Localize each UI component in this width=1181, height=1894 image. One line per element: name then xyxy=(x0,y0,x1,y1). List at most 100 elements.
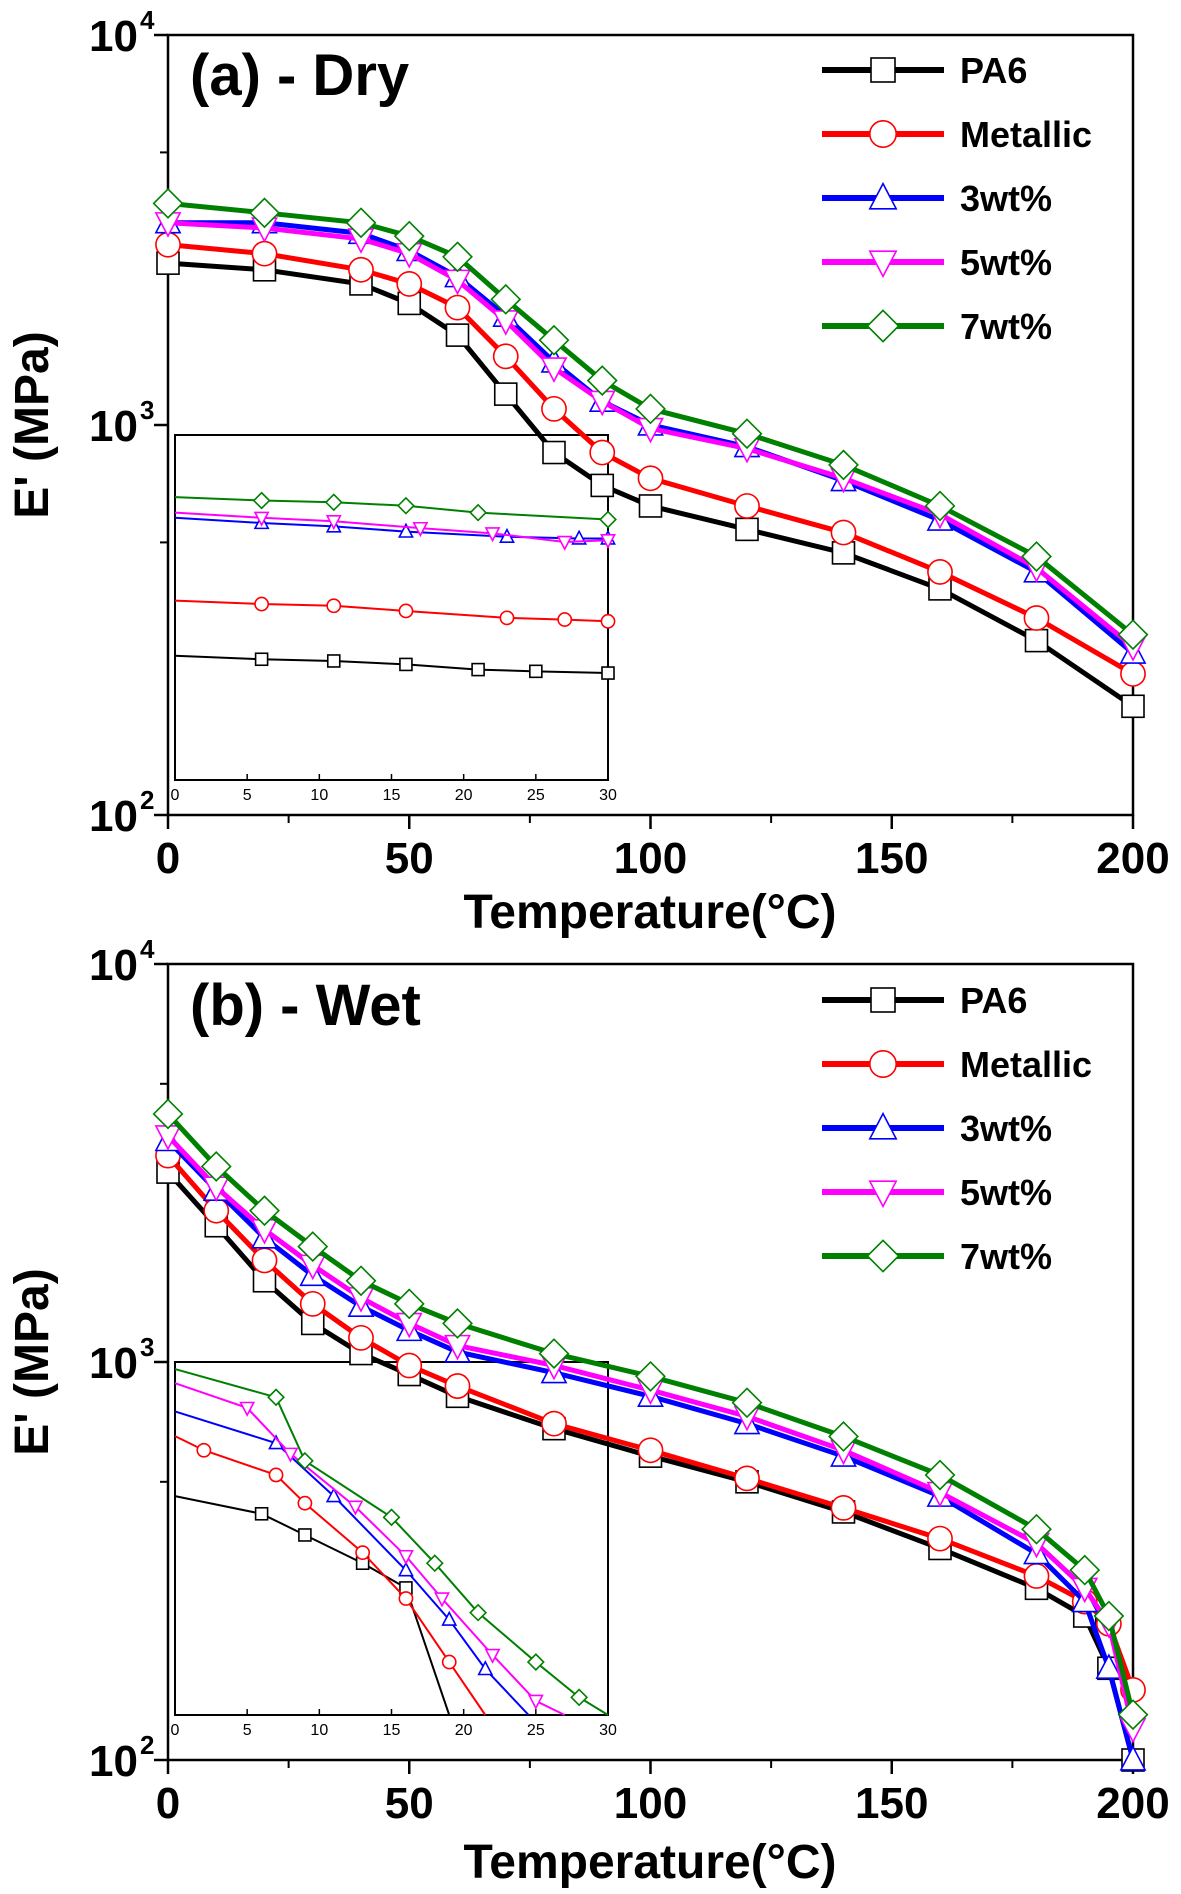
panel-a-data-point xyxy=(493,382,518,406)
panel-b-line-5wtpct xyxy=(166,1134,1136,1730)
panel-b-data-point xyxy=(297,1231,329,1262)
panel-a-data-point xyxy=(541,395,567,422)
panel-b-inset-point xyxy=(355,1545,371,1561)
panel-b-inset-point xyxy=(325,1487,342,1503)
panel-b-data-point xyxy=(249,1195,280,1227)
panel-b-legend-marker xyxy=(866,1239,900,1273)
panel-a-legend-label: PA6 xyxy=(960,50,1027,91)
panel-b-data-point xyxy=(200,1151,232,1182)
panel-a-inset-point xyxy=(254,652,269,667)
panel-a-data-point xyxy=(152,187,184,219)
panel-b-data-point xyxy=(1119,1745,1147,1771)
panel-a-inset-point xyxy=(398,603,414,619)
panel-a-data-point xyxy=(635,393,666,425)
panel-a-inset-point xyxy=(399,657,413,672)
panel-b-line-pa6 xyxy=(166,1170,1136,1761)
panel-a-data-point xyxy=(542,440,566,465)
panel-a-inset-point xyxy=(326,598,342,614)
panel-b-x-tick-label: 200 xyxy=(1096,1779,1169,1828)
panel-b-inset-x-tick-label: 15 xyxy=(383,1722,401,1739)
panel-a-inset-point xyxy=(600,613,616,629)
panel-a-data-point xyxy=(538,324,570,356)
panel-b-inset-x-tick-label: 30 xyxy=(599,1722,617,1739)
panel-b-data-point xyxy=(203,1197,230,1224)
panel-a-y-tick-exponent: 3 xyxy=(140,395,154,425)
panel-b-legend-label: 7wt% xyxy=(960,1236,1052,1277)
panel-a-legend-label: Metallic xyxy=(960,114,1092,155)
panel-b-data-point xyxy=(152,1098,184,1130)
panel-a-inset-x-tick-label: 30 xyxy=(599,787,617,804)
panel-b-data-point xyxy=(393,1288,425,1320)
panel-b-legend-label: 5wt% xyxy=(960,1172,1052,1213)
panel-b-x-tick-label: 50 xyxy=(385,1779,434,1828)
panel-a-inset-point xyxy=(253,511,270,527)
panel-b-data-point xyxy=(541,1410,567,1437)
panel-a-inset-x-tick-label: 15 xyxy=(383,787,401,804)
panel-a-inset-point xyxy=(326,654,341,668)
panel-a-legend-label: 5wt% xyxy=(960,242,1052,283)
panel-a-inset-point xyxy=(484,527,501,543)
panel-b-data-point xyxy=(731,1387,763,1419)
panel-b-inset-x-tick-label: 20 xyxy=(455,1722,473,1739)
panel-a-data-point xyxy=(734,493,760,519)
panel-a-y-tick-label: 10 xyxy=(89,792,138,841)
panel-a-y-axis-label: E' (MPa) xyxy=(6,331,59,518)
panel-a-data-point xyxy=(249,197,280,229)
panel-a-inset-x-tick-label: 20 xyxy=(455,787,473,804)
panel-b-inset-point xyxy=(398,1591,414,1606)
panel-b-legend-marker xyxy=(868,1111,898,1140)
panel-a-data-point xyxy=(830,519,857,546)
panel-b-data-point xyxy=(635,1360,666,1392)
panel-b-y-tick-exponent: 3 xyxy=(140,1332,154,1362)
panel-a-legend-marker xyxy=(870,57,896,83)
panel-a-data-point xyxy=(540,357,568,383)
panel-a-inset-x-tick-label: 10 xyxy=(310,787,328,804)
panel-a-y-tick-exponent: 4 xyxy=(140,5,155,35)
panel-b-data-point xyxy=(1117,1699,1149,1731)
panel-b-inset-x-tick-label: 5 xyxy=(243,1722,252,1739)
panel-b-inset-point xyxy=(484,1648,501,1664)
panel-a-legend-marker xyxy=(868,120,897,149)
panel-a-inset-x-tick-label: 0 xyxy=(171,787,180,804)
panel-b-inset-point xyxy=(477,1660,494,1676)
panel-b-inset-point xyxy=(254,1506,269,1521)
panel-a-inset-point xyxy=(324,493,343,512)
panel-a-data-point xyxy=(637,465,664,492)
panel-a-y-tick-label: 10 xyxy=(89,402,138,451)
panel-b-inset-point xyxy=(570,1688,589,1707)
panel-b-data-point xyxy=(828,1421,859,1452)
panel-b-inset-point xyxy=(295,1451,314,1470)
panel-b-inset-x-tick-label: 25 xyxy=(527,1722,545,1739)
panel-a-x-axis-label: Temperature(°C) xyxy=(463,886,836,939)
panel-b-inset-point xyxy=(297,1495,313,1511)
panel-a-inset-point xyxy=(254,596,269,612)
panel-a-inset-point xyxy=(397,496,415,515)
panel-a-inset-point xyxy=(529,664,543,679)
panel-b-legend-label: Metallic xyxy=(960,1044,1092,1085)
panel-b-data-point xyxy=(345,1265,377,1297)
panel-b-data-point xyxy=(442,1307,473,1339)
panel-b-legend-marker xyxy=(870,987,896,1013)
panel-a-inset-point xyxy=(412,521,429,538)
panel-b-data-point xyxy=(1021,1513,1052,1545)
panel-b-inset-point xyxy=(282,1447,299,1463)
panel-b-x-axis-label: Temperature(°C) xyxy=(463,1836,836,1889)
panel-b-y-tick-label: 10 xyxy=(89,1737,138,1786)
panel-a-data-point xyxy=(589,439,616,466)
panel-a-inset-line-7wtpct xyxy=(174,496,609,521)
panel-b-data-point xyxy=(637,1437,664,1464)
panel-a-x-tick-label: 150 xyxy=(855,834,928,883)
panel-b-legend-marker xyxy=(868,1050,897,1079)
panel-a-data-point xyxy=(1024,628,1049,653)
panel-b-data-point xyxy=(1069,1554,1101,1586)
panel-a-x-tick-label: 50 xyxy=(385,834,434,883)
panel-b-data-point xyxy=(348,1324,374,1351)
panel-a-data-point xyxy=(735,517,759,542)
panel-a-inset-point xyxy=(557,612,573,627)
panel-b-inset-point xyxy=(398,1561,414,1577)
panel-b-inset-point xyxy=(441,1610,458,1626)
panel-b-data-point xyxy=(1023,1563,1050,1589)
panel-b-data-point xyxy=(1093,1600,1125,1632)
panel-a-data-point xyxy=(1120,661,1146,687)
